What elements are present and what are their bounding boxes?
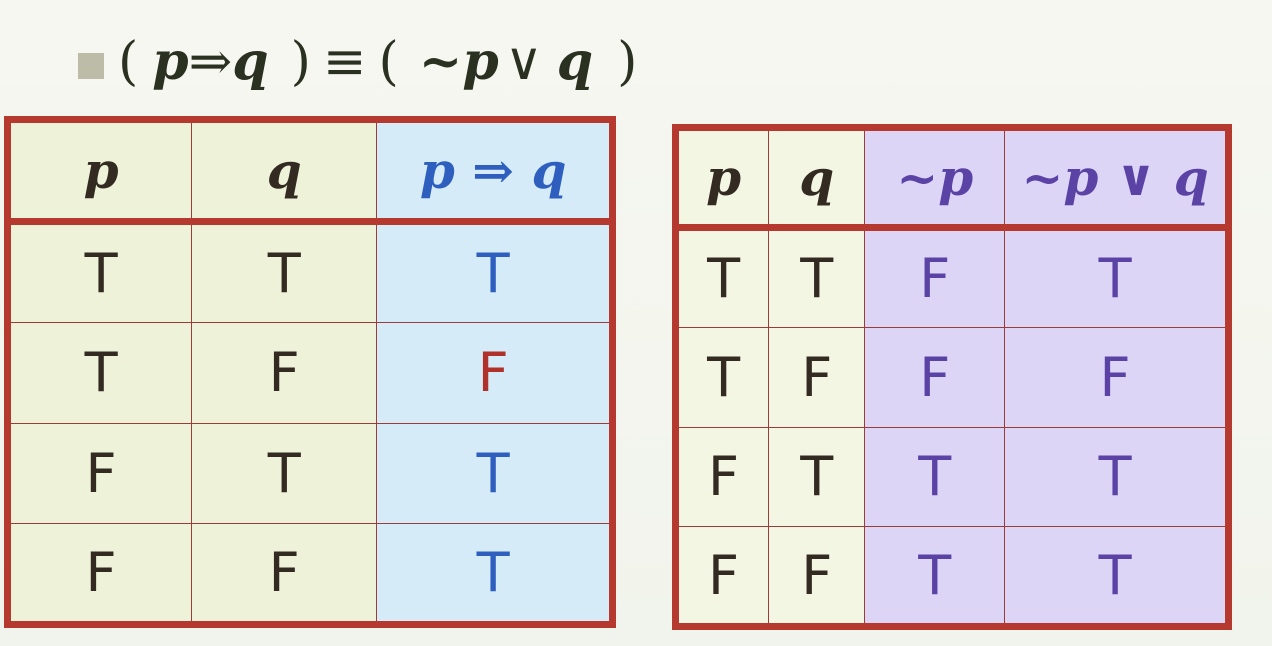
header-q: q	[191, 119, 378, 222]
bullet-icon	[78, 53, 104, 79]
cell-not-p: T	[864, 526, 1006, 627]
cell-not-p-or-q: F	[1004, 326, 1229, 428]
cell-q: F	[768, 326, 866, 428]
cell-p: F	[6, 523, 193, 625]
cell-q: F	[191, 321, 378, 424]
header-not-p-or-q: ~p ∨ q	[1004, 127, 1229, 228]
formula-not-p: ~p	[418, 31, 499, 92]
table-row: T T F T	[674, 227, 1229, 328]
table-header-row: p q p ⇒ q	[6, 119, 613, 222]
cell-not-p-or-q: T	[1004, 526, 1229, 627]
header-p: p	[6, 119, 193, 222]
header-p: p	[674, 127, 770, 228]
table-header-row: p q ~p ~p ∨ q	[674, 127, 1229, 228]
formula-q: q	[232, 31, 269, 92]
cell-not-p-or-q: T	[1004, 426, 1229, 528]
cell-p: T	[6, 321, 193, 424]
formula-equivalence: ≡	[322, 32, 367, 92]
cell-not-p: F	[864, 227, 1006, 328]
table-row: F F T	[6, 523, 613, 625]
formula-open-paren-2: (	[378, 32, 399, 92]
formula-close-paren: )	[290, 32, 311, 92]
cell-q: F	[768, 526, 866, 627]
cell-p: T	[6, 221, 193, 323]
cell-p-implies-q: T	[376, 221, 613, 323]
cell-p: T	[674, 227, 770, 328]
table-row: F F T T	[674, 526, 1229, 627]
header-p-implies-q: p ⇒ q	[376, 119, 613, 222]
formula-or: ∨	[504, 32, 543, 92]
cell-q: T	[191, 422, 378, 525]
cell-not-p: F	[864, 326, 1006, 428]
equivalence-formula: ( p ⇒ q ) ≡ ( ~p ∨ q )	[78, 22, 637, 102]
cell-p-implies-q: T	[376, 523, 613, 625]
implication-truth-table: p q p ⇒ q T T T T F F F T T F	[4, 116, 616, 628]
cell-p-implies-q: T	[376, 422, 613, 525]
table-row: T F F F	[674, 326, 1229, 428]
table-row: T T T	[6, 221, 613, 323]
formula-implies: ⇒	[188, 32, 233, 92]
cell-p: F	[674, 426, 770, 528]
cell-q: T	[768, 426, 866, 528]
cell-p: T	[674, 326, 770, 428]
table-row: F T T T	[674, 426, 1229, 528]
cell-p-implies-q: F	[376, 321, 613, 424]
formula-open-paren: (	[118, 32, 139, 92]
cell-not-p: T	[864, 426, 1006, 528]
table-row: T F F	[6, 321, 613, 424]
cell-q: F	[191, 523, 378, 625]
formula-close-paren-2: )	[617, 32, 638, 92]
cell-q: T	[768, 227, 866, 328]
cell-q: T	[191, 221, 378, 323]
formula-q-2: q	[556, 31, 594, 92]
cell-p: F	[674, 526, 770, 627]
cell-p: F	[6, 422, 193, 525]
formula-p: p	[152, 31, 189, 92]
disjunction-truth-table: p q ~p ~p ∨ q T T F T T F F F F T T	[672, 124, 1232, 630]
header-q: q	[768, 127, 866, 228]
cell-not-p-or-q: T	[1004, 227, 1229, 328]
table-row: F T T	[6, 422, 613, 525]
header-not-p: ~p	[864, 127, 1006, 228]
